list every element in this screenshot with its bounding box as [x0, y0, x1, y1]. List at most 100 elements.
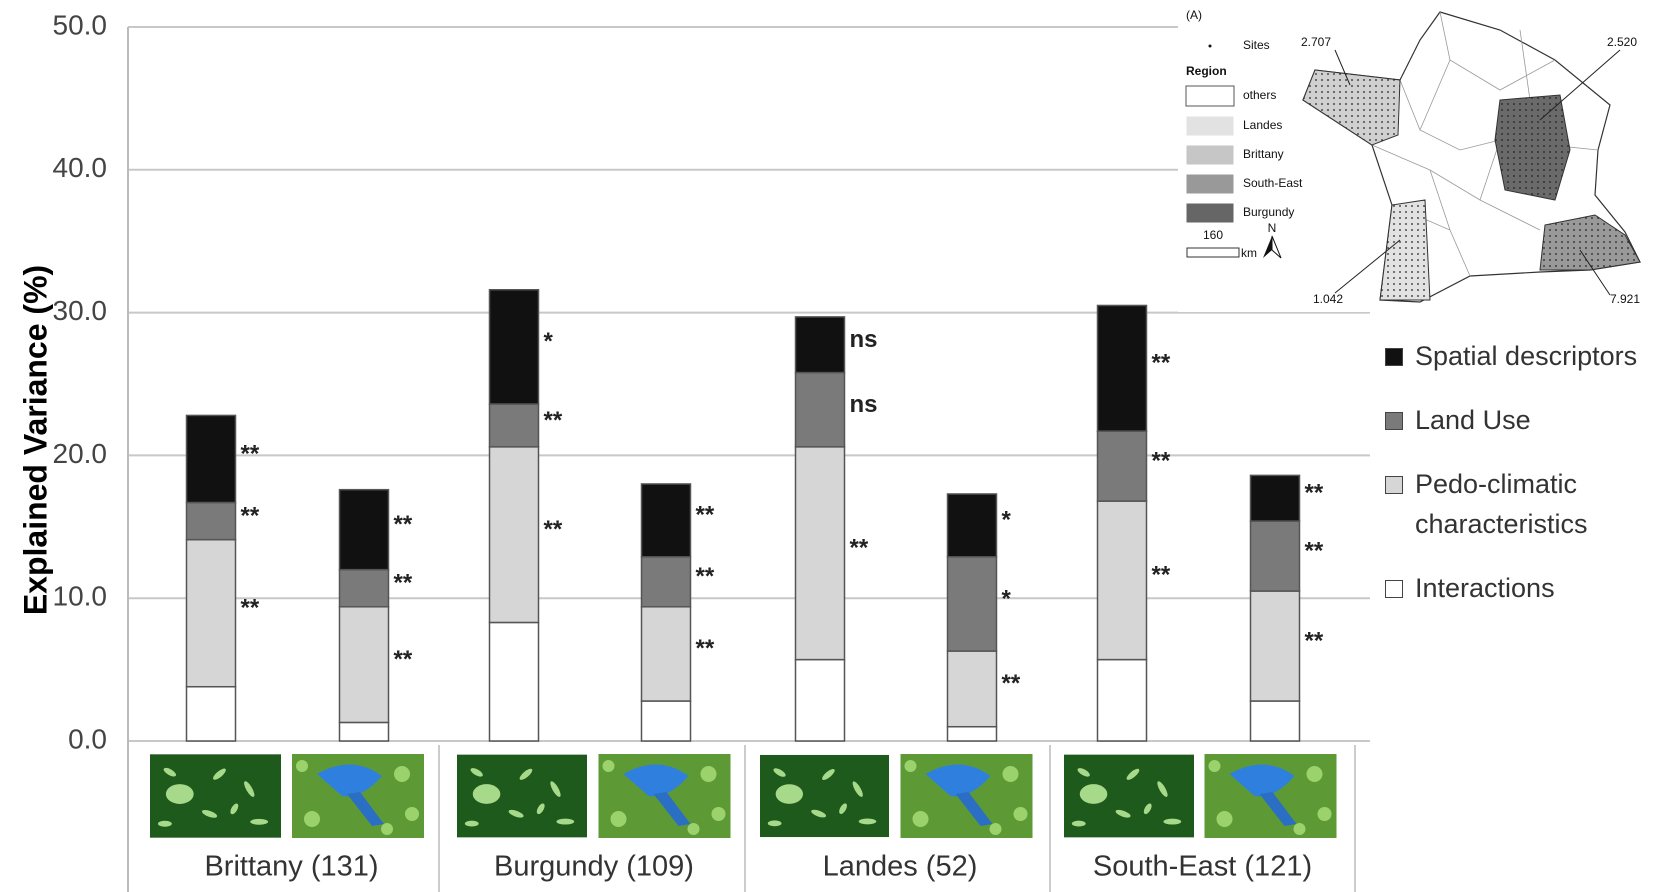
significance-label: **	[1152, 562, 1171, 589]
map-inset: 2.707 2.520 1.042 7.921 (A) Sites Region…	[1178, 0, 1680, 312]
region-swatch	[1186, 174, 1234, 194]
fungi-image	[599, 754, 731, 838]
bar-segment	[796, 373, 845, 447]
legend-item: Interactions	[1385, 568, 1675, 608]
significance-label: *	[1002, 585, 1012, 612]
y-tick-label: 40.0	[53, 152, 108, 183]
bar-segment	[490, 290, 539, 404]
significance-label: **	[544, 407, 563, 434]
bar-segment	[1098, 660, 1147, 741]
legend-label: Interactions	[1415, 568, 1555, 608]
significance-label: **	[241, 440, 260, 467]
sites-label: Sites	[1243, 38, 1270, 52]
legend-swatch	[1385, 412, 1403, 430]
bar-segment	[642, 484, 691, 557]
fungi-image	[292, 754, 424, 838]
region-label: South-East	[1243, 176, 1303, 190]
y-tick-label: 10.0	[53, 581, 108, 612]
bar-segment	[642, 557, 691, 607]
bar-segment	[1098, 305, 1147, 431]
legend-label: Pedo-climatic characteristics	[1415, 464, 1675, 544]
bar-segment	[490, 404, 539, 447]
scale-bar	[1187, 248, 1239, 257]
region-label: Burgundy	[1243, 205, 1294, 219]
significance-label: **	[394, 570, 413, 597]
bar-segment	[490, 622, 539, 741]
bar-segment	[642, 701, 691, 741]
significance-label: **	[544, 516, 563, 543]
bar-segment	[796, 660, 845, 741]
bar-segment	[187, 415, 236, 502]
legend-item: Spatial descriptors	[1385, 336, 1675, 376]
north-label: N	[1268, 221, 1277, 235]
sites	[1495, 95, 1570, 200]
page: Explained Variance (%) *****************…	[0, 0, 1680, 892]
significance-label: **	[241, 502, 260, 529]
bacteria-image	[760, 755, 889, 837]
legend-label: Land Use	[1415, 400, 1531, 440]
bar-segment	[642, 607, 691, 701]
bar-segment	[187, 540, 236, 687]
y-tick-label: 20.0	[53, 438, 108, 469]
significance-label: **	[1305, 627, 1324, 654]
bar-segment	[340, 607, 389, 723]
significance-label: **	[1152, 447, 1171, 474]
panel-label: (A)	[1186, 8, 1202, 22]
significance-label: **	[241, 595, 260, 622]
bar-segment	[948, 651, 997, 727]
legend-item: Land Use	[1385, 400, 1675, 440]
scale-unit: km	[1241, 246, 1257, 260]
group-label: Landes (52)	[823, 851, 978, 883]
region-swatch	[1186, 86, 1234, 106]
significance-label: **	[850, 535, 869, 562]
map-annotation: 2.707	[1301, 35, 1331, 49]
significance-label: **	[394, 511, 413, 538]
significance-label: **	[1305, 537, 1324, 564]
bar-segment	[340, 722, 389, 741]
thumbnails	[150, 754, 1337, 838]
bar-segment	[948, 727, 997, 741]
region-swatch	[1186, 203, 1234, 223]
bar-segment	[1098, 431, 1147, 501]
region-title: Region	[1186, 64, 1227, 78]
significance-label: *	[1002, 507, 1012, 534]
bar-segment	[948, 557, 997, 651]
bar-segment	[490, 447, 539, 623]
bar-segment	[1251, 591, 1300, 701]
group-label: Brittany (131)	[204, 851, 378, 883]
significance-label: *	[544, 328, 554, 355]
fungi-image	[1205, 754, 1337, 838]
significance-label: ns	[850, 326, 878, 353]
map-annotation: 1.042	[1313, 292, 1343, 306]
group-label: South-East (121)	[1093, 851, 1312, 883]
legend-swatch	[1385, 348, 1403, 366]
legend: Spatial descriptors Land Use Pedo-climatic…	[1385, 336, 1675, 632]
bar-segment	[340, 490, 389, 570]
region-label: Landes	[1243, 118, 1282, 132]
significance-label: **	[394, 646, 413, 673]
sites-symbol	[1209, 45, 1212, 48]
bar-segment	[796, 447, 845, 660]
bar-segment	[187, 503, 236, 540]
significance-label: **	[1002, 670, 1021, 697]
legend-swatch	[1385, 580, 1403, 598]
region-swatch	[1186, 145, 1234, 165]
significance-label: **	[1305, 480, 1324, 507]
y-axis-title: Explained Variance (%)	[17, 265, 53, 615]
bacteria-image	[150, 754, 281, 837]
significance-label: **	[1152, 350, 1171, 377]
bacteria-image	[457, 755, 587, 838]
bar-segment	[187, 687, 236, 741]
y-tick-label: 30.0	[53, 295, 108, 326]
y-tick-label: 50.0	[53, 9, 108, 40]
significance-label: **	[696, 635, 715, 662]
legend-swatch	[1385, 476, 1403, 494]
region-label: others	[1243, 88, 1276, 102]
bar-segment	[1098, 501, 1147, 660]
bar-segment	[1251, 521, 1300, 591]
significance-label: ns	[850, 391, 878, 418]
bars: *************************nsns***********…	[187, 290, 1324, 741]
y-tick-label: 0.0	[68, 723, 107, 754]
bar-segment	[948, 494, 997, 557]
map-annotation: 7.921	[1610, 292, 1640, 306]
